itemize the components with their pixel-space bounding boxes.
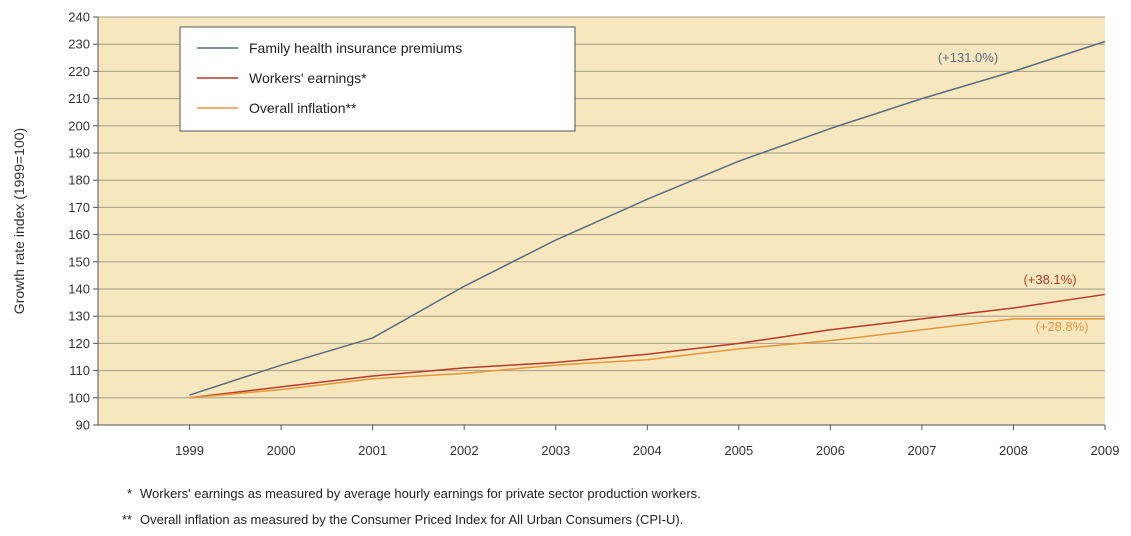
y-tick-label: 180 [68,173,90,188]
legend-label-inflation: Overall inflation** [249,100,357,116]
footnote-earnings: * Workers' earnings as measured by averag… [108,486,701,501]
annotations: (+131.0%) (+38.1%) (+28.8%) [938,50,1089,334]
footnote-text: Workers' earnings as measured by average… [140,486,701,501]
footnote-mark: * [126,486,132,501]
y-tick-label: 140 [68,282,90,297]
x-tick-label: 2001 [358,443,387,458]
x-tick-label: 1999 [175,443,204,458]
chart: 90 100 110 120 130 140 150 160 170 180 190 200 210 22… [11,10,1119,459]
y-tick-label: 190 [68,146,90,161]
x-tick-label: 2003 [541,443,570,458]
grid-lines [98,16,1105,399]
footnote-inflation: ** Overall inflation as measured by the C… [108,512,683,527]
annotation-label: (+38.1%) [1023,272,1076,287]
y-tick-label: 100 [68,390,90,405]
y-tick-label: 130 [68,309,90,324]
annotation-label: (+131.0%) [938,50,998,65]
y-tick-label: 160 [68,227,90,242]
x-tick-labels: 1999 2000 2001 2002 2003 2004 2005 2006 2007 2008… [175,425,1119,458]
legend: Family health insurance premiums Workers… [179,26,576,132]
series-line-1 [189,40,1106,396]
x-tick-label: 2008 [999,443,1028,458]
annotation-label: (+28.8%) [1035,319,1088,334]
y-tick-label: 210 [68,91,90,106]
y-tick-label: 240 [68,10,90,25]
y-tick-label: 150 [68,254,90,269]
y-axis-label: Growth rate index (1999=100) [11,128,27,314]
x-tick-label: 2009 [1091,443,1120,458]
legend-box [179,26,576,132]
series-line-2 [189,293,1106,399]
y-tick-label: 120 [68,336,90,351]
y-tick-label: 200 [68,118,90,133]
x-tick-label: 2005 [724,443,753,458]
x-tick-label: 2006 [816,443,845,458]
x-tick-label: 2000 [267,443,296,458]
footnote-mark: ** [121,512,132,527]
legend-label-premiums: Family health insurance premiums [249,40,462,56]
series-lines [189,40,1106,399]
x-tick-label: 2004 [633,443,662,458]
y-tick-label: 230 [68,37,90,52]
y-tick-label: 110 [69,363,90,378]
y-tick-label: 90 [76,418,90,433]
y-tick-label: 170 [68,200,90,215]
y-tick-label: 220 [68,64,90,79]
footnote-text: Overall inflation as measured by the Con… [140,512,684,527]
series-line-3 [189,318,1105,399]
x-tick-label: 2007 [907,443,936,458]
legend-label-earnings: Workers' earnings* [249,70,367,86]
y-tick-labels: 90 100 110 120 130 140 150 160 170 180 190 200 210 22… [68,10,98,433]
x-tick-label: 2002 [450,443,479,458]
